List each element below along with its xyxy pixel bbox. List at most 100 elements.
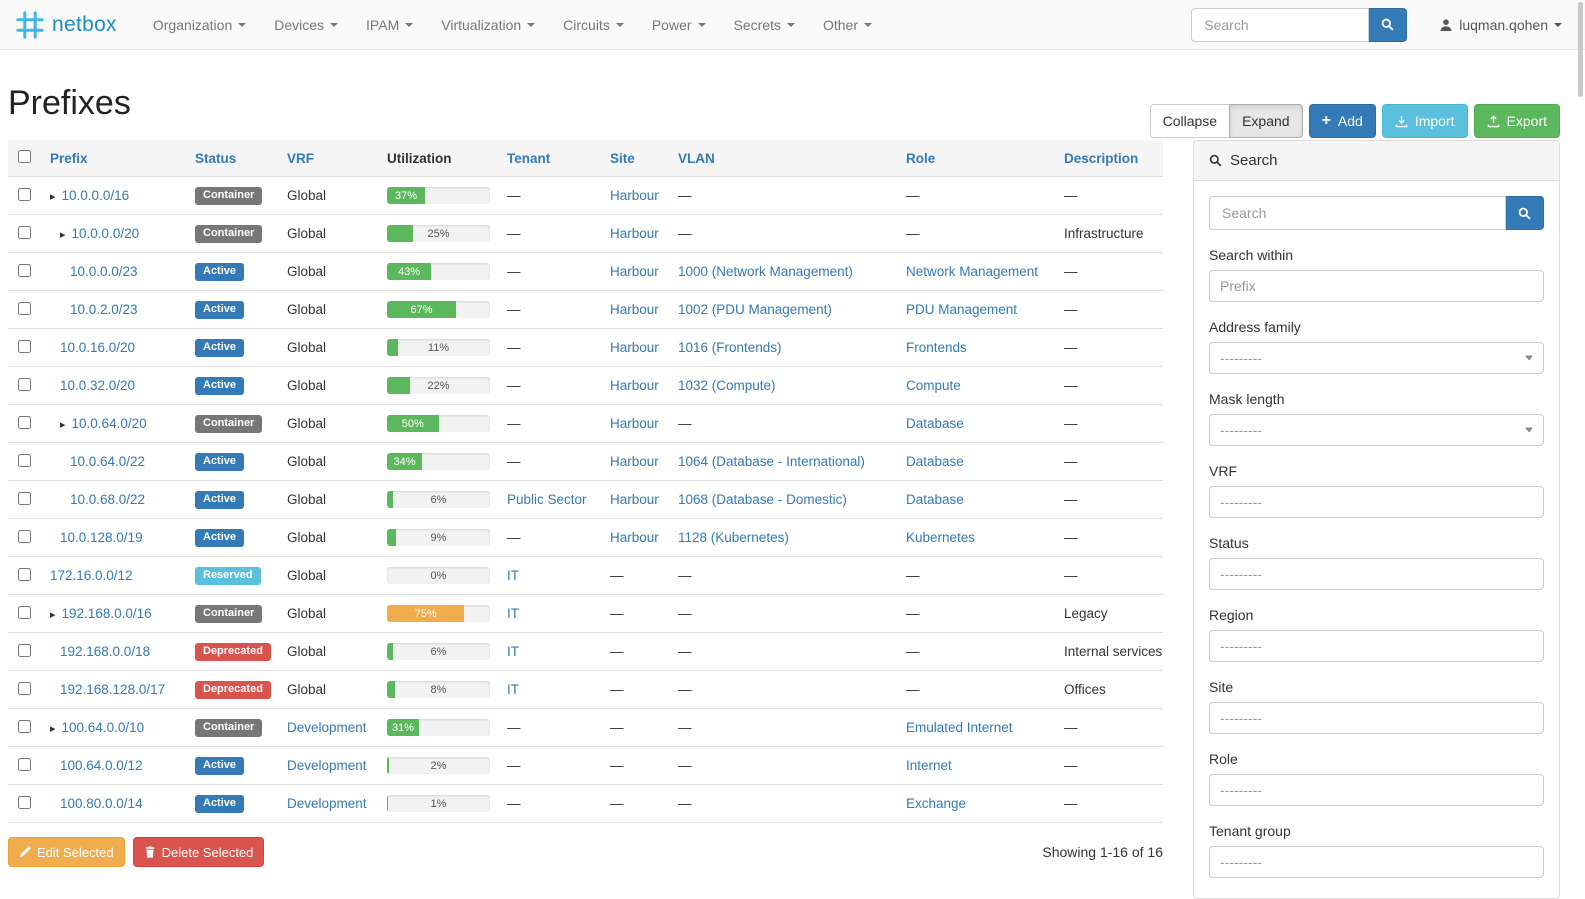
export-button[interactable]: Export	[1473, 104, 1560, 138]
role-link[interactable]: Compute	[906, 378, 961, 393]
expand-caret-icon[interactable]: ▸	[50, 723, 56, 735]
import-button[interactable]: Import	[1381, 104, 1468, 138]
nav-item-power[interactable]: Power	[638, 0, 720, 49]
prefix-link[interactable]: 100.64.0.0/10	[61, 720, 145, 735]
sidebar-search-input[interactable]	[1209, 196, 1506, 230]
row-checkbox[interactable]	[18, 453, 31, 467]
vlan-link[interactable]: 1002 (PDU Management)	[678, 302, 832, 317]
vlan-link[interactable]: 1032 (Compute)	[678, 378, 776, 393]
add-button[interactable]: + Add	[1308, 104, 1376, 138]
role-link[interactable]: Emulated Internet	[906, 720, 1013, 735]
vrf-link[interactable]: Development	[287, 796, 367, 811]
prefix-link[interactable]: 10.0.2.0/23	[70, 302, 138, 317]
col-header-tenant[interactable]: Tenant	[499, 140, 602, 177]
prefix-link[interactable]: 10.0.64.0/22	[70, 454, 146, 469]
tenant-link[interactable]: IT	[507, 568, 519, 583]
vrf-link[interactable]: Development	[287, 720, 367, 735]
role-link[interactable]: Internet	[906, 758, 952, 773]
role-link[interactable]: Kubernetes	[906, 530, 976, 545]
vlan-link[interactable]: 1016 (Frontends)	[678, 340, 782, 355]
prefix-link[interactable]: 10.0.0.0/20	[71, 226, 140, 241]
nav-item-devices[interactable]: Devices	[260, 0, 352, 49]
prefix-link[interactable]: 10.0.0.0/23	[70, 264, 138, 279]
global-search-input[interactable]	[1191, 7, 1370, 42]
vlan-link[interactable]: 1064 (Database - International)	[678, 454, 865, 469]
row-checkbox[interactable]	[18, 339, 31, 353]
role-link[interactable]: Database	[906, 492, 964, 507]
prefix-link[interactable]: 192.168.0.0/16	[61, 606, 152, 621]
collapse-button[interactable]: Collapse	[1149, 104, 1231, 138]
tenant-link[interactable]: IT	[507, 606, 519, 621]
select-all-checkbox[interactable]	[18, 150, 31, 163]
filter-select-status[interactable]: ---------	[1209, 558, 1544, 590]
row-checkbox[interactable]	[18, 567, 31, 581]
prefix-link[interactable]: 172.16.0.0/12	[50, 568, 133, 583]
prefix-link[interactable]: 100.64.0.0/12	[60, 758, 143, 773]
filter-select-site[interactable]: ---------	[1209, 702, 1544, 734]
role-link[interactable]: PDU Management	[906, 302, 1018, 317]
col-header-description[interactable]: Description	[1056, 140, 1163, 177]
expand-caret-icon[interactable]: ▸	[50, 191, 56, 203]
prefix-link[interactable]: 100.80.0.0/14	[60, 796, 143, 811]
expand-caret-icon[interactable]: ▸	[50, 609, 56, 621]
vlan-link[interactable]: 1068 (Database - Domestic)	[678, 492, 847, 507]
filter-select-tenant-group[interactable]: ---------	[1209, 846, 1544, 878]
site-link[interactable]: Harbour	[610, 340, 659, 355]
filter-select-address-family[interactable]: ---------	[1209, 342, 1544, 374]
col-header-site[interactable]: Site	[602, 140, 670, 177]
role-link[interactable]: Database	[906, 416, 964, 431]
row-checkbox[interactable]	[18, 377, 31, 391]
row-checkbox[interactable]	[18, 605, 31, 619]
row-checkbox[interactable]	[18, 225, 31, 239]
role-link[interactable]: Network Management	[906, 264, 1039, 279]
tenant-link[interactable]: IT	[507, 682, 519, 697]
prefix-link[interactable]: 10.0.128.0/19	[60, 530, 143, 545]
tenant-link[interactable]: Public Sector	[507, 492, 587, 507]
vlan-link[interactable]: 1128 (Kubernetes)	[678, 530, 789, 545]
row-checkbox[interactable]	[18, 795, 31, 809]
netbox-logo[interactable]: netbox	[15, 10, 117, 40]
role-link[interactable]: Exchange	[906, 796, 967, 811]
vrf-link[interactable]: Development	[287, 758, 367, 773]
site-link[interactable]: Harbour	[610, 302, 659, 317]
row-checkbox[interactable]	[18, 187, 31, 201]
col-header-vlan[interactable]: VLAN	[670, 140, 898, 177]
nav-item-ipam[interactable]: IPAM	[352, 0, 427, 49]
prefix-link[interactable]: 10.0.64.0/20	[71, 416, 147, 431]
row-checkbox[interactable]	[18, 757, 31, 771]
prefix-link[interactable]: 10.0.16.0/20	[60, 340, 136, 355]
expand-caret-icon[interactable]: ▸	[60, 419, 66, 431]
row-checkbox[interactable]	[18, 681, 31, 695]
row-checkbox[interactable]	[18, 415, 31, 429]
nav-item-other[interactable]: Other	[809, 0, 886, 49]
row-checkbox[interactable]	[18, 719, 31, 733]
site-link[interactable]: Harbour	[610, 416, 659, 431]
expand-button[interactable]: Expand	[1229, 104, 1303, 138]
site-link[interactable]: Harbour	[610, 264, 659, 279]
filter-select-role[interactable]: ---------	[1209, 774, 1544, 806]
col-header-role[interactable]: Role	[898, 140, 1056, 177]
row-checkbox[interactable]	[18, 263, 31, 277]
row-checkbox[interactable]	[18, 529, 31, 543]
nav-item-secrets[interactable]: Secrets	[720, 0, 809, 49]
filter-select-region[interactable]: ---------	[1209, 630, 1544, 662]
edit-selected-button[interactable]: Edit Selected	[8, 837, 125, 867]
prefix-link[interactable]: 10.0.68.0/22	[70, 492, 146, 507]
site-link[interactable]: Harbour	[610, 378, 659, 393]
prefix-link[interactable]: 10.0.32.0/20	[60, 378, 136, 393]
filter-select-vrf[interactable]: ---------	[1209, 486, 1544, 518]
row-checkbox[interactable]	[18, 643, 31, 657]
row-checkbox[interactable]	[18, 491, 31, 505]
prefix-link[interactable]: 192.168.128.0/17	[60, 682, 166, 697]
prefix-link[interactable]: 10.0.0.0/16	[61, 188, 130, 203]
vlan-link[interactable]: 1000 (Network Management)	[678, 264, 853, 279]
global-search-button[interactable]	[1369, 7, 1408, 42]
nav-item-virtualization[interactable]: Virtualization	[427, 0, 549, 49]
role-link[interactable]: Database	[906, 454, 964, 469]
prefix-link[interactable]: 192.168.0.0/18	[60, 644, 151, 659]
site-link[interactable]: Harbour	[610, 492, 659, 507]
role-link[interactable]: Frontends	[906, 340, 967, 355]
site-link[interactable]: Harbour	[610, 530, 659, 545]
site-link[interactable]: Harbour	[610, 226, 659, 241]
tenant-link[interactable]: IT	[507, 644, 519, 659]
